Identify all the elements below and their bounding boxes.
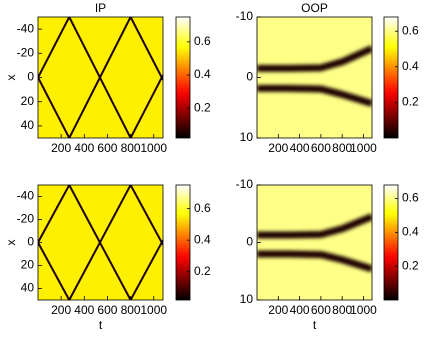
x-tick-label: 1000	[350, 303, 377, 317]
colorbar-tick-label: 0.2	[402, 95, 419, 109]
y-tick-label: 0	[27, 235, 34, 249]
x-tick-label: 600	[311, 141, 331, 155]
y-tick-label: 10	[240, 292, 254, 306]
panel-title: OOP	[301, 1, 328, 15]
x-tick-label: 600	[97, 141, 117, 155]
y-tick-label: -20	[17, 212, 35, 226]
trace	[257, 250, 372, 273]
x-tick-label: 800	[332, 141, 352, 155]
y-tick-label: 40	[21, 118, 35, 132]
x-tick-label: 600	[311, 303, 331, 317]
heatmap-traces	[257, 45, 372, 107]
x-tick-label: 1000	[140, 141, 167, 155]
heatmap-traces	[38, 17, 163, 138]
heatmap-traces	[38, 185, 163, 300]
x-tick-label: 600	[97, 303, 117, 317]
colorbar-tick-label: 0.2	[194, 100, 211, 114]
trace	[257, 84, 372, 107]
y-axis-label: x	[4, 240, 18, 246]
x-tick-label: 800	[121, 141, 141, 155]
y-tick-label: 20	[21, 258, 35, 272]
colorbar-tick-label: 0.6	[402, 191, 419, 205]
x-tick-label: 1000	[350, 141, 377, 155]
x-axis-label: t	[313, 318, 317, 332]
y-tick-label: -40	[17, 189, 35, 203]
x-tick-label: 400	[74, 141, 94, 155]
colorbar-tick-label: 0.2	[194, 264, 211, 278]
x-tick-label: 1000	[140, 303, 167, 317]
y-tick-label: -10	[236, 9, 254, 23]
colorbar	[383, 184, 399, 301]
x-tick-label: 200	[51, 303, 71, 317]
y-tick-label: 20	[21, 94, 35, 108]
trace	[38, 185, 163, 300]
colorbar	[175, 16, 191, 139]
x-tick-label: 200	[268, 303, 288, 317]
colorbar-tick-label: 0.6	[194, 34, 211, 48]
x-tick-label: 400	[74, 303, 94, 317]
colorbar-tick-label: 0.4	[194, 232, 211, 246]
y-tick-label: 10	[240, 130, 254, 144]
heatmap-background	[257, 185, 372, 300]
trace	[257, 213, 372, 239]
y-tick-label: -10	[236, 177, 254, 191]
colorbar	[175, 184, 191, 301]
colorbar-tick-label: 0.6	[194, 201, 211, 215]
x-tick-label: 800	[332, 303, 352, 317]
x-tick-label: 800	[121, 303, 141, 317]
colorbar	[383, 16, 399, 139]
x-tick-label: 200	[51, 141, 71, 155]
colorbar-tick-label: 0.4	[402, 225, 419, 239]
y-tick-label: 0	[246, 235, 253, 249]
x-tick-label: 400	[290, 303, 310, 317]
heatmap-traces	[257, 213, 372, 273]
y-tick-label: 40	[21, 281, 35, 295]
y-axis-label: x	[4, 75, 18, 81]
x-tick-label: 400	[290, 141, 310, 155]
y-tick-label: 0	[27, 70, 34, 84]
x-tick-label: 200	[268, 141, 288, 155]
colorbar-tick-label: 0.4	[194, 67, 211, 81]
panel-title: IP	[95, 1, 106, 15]
colorbar-tick-label: 0.4	[402, 59, 419, 73]
x-axis-label: t	[99, 318, 103, 332]
colorbar-tick-label: 0.6	[402, 23, 419, 37]
y-tick-label: -20	[17, 45, 35, 59]
colorbar-tick-label: 0.2	[402, 258, 419, 272]
trace	[38, 17, 163, 138]
y-tick-label: -40	[17, 21, 35, 35]
heatmap-background	[257, 17, 372, 138]
trace	[257, 45, 372, 72]
y-tick-label: 0	[246, 70, 253, 84]
